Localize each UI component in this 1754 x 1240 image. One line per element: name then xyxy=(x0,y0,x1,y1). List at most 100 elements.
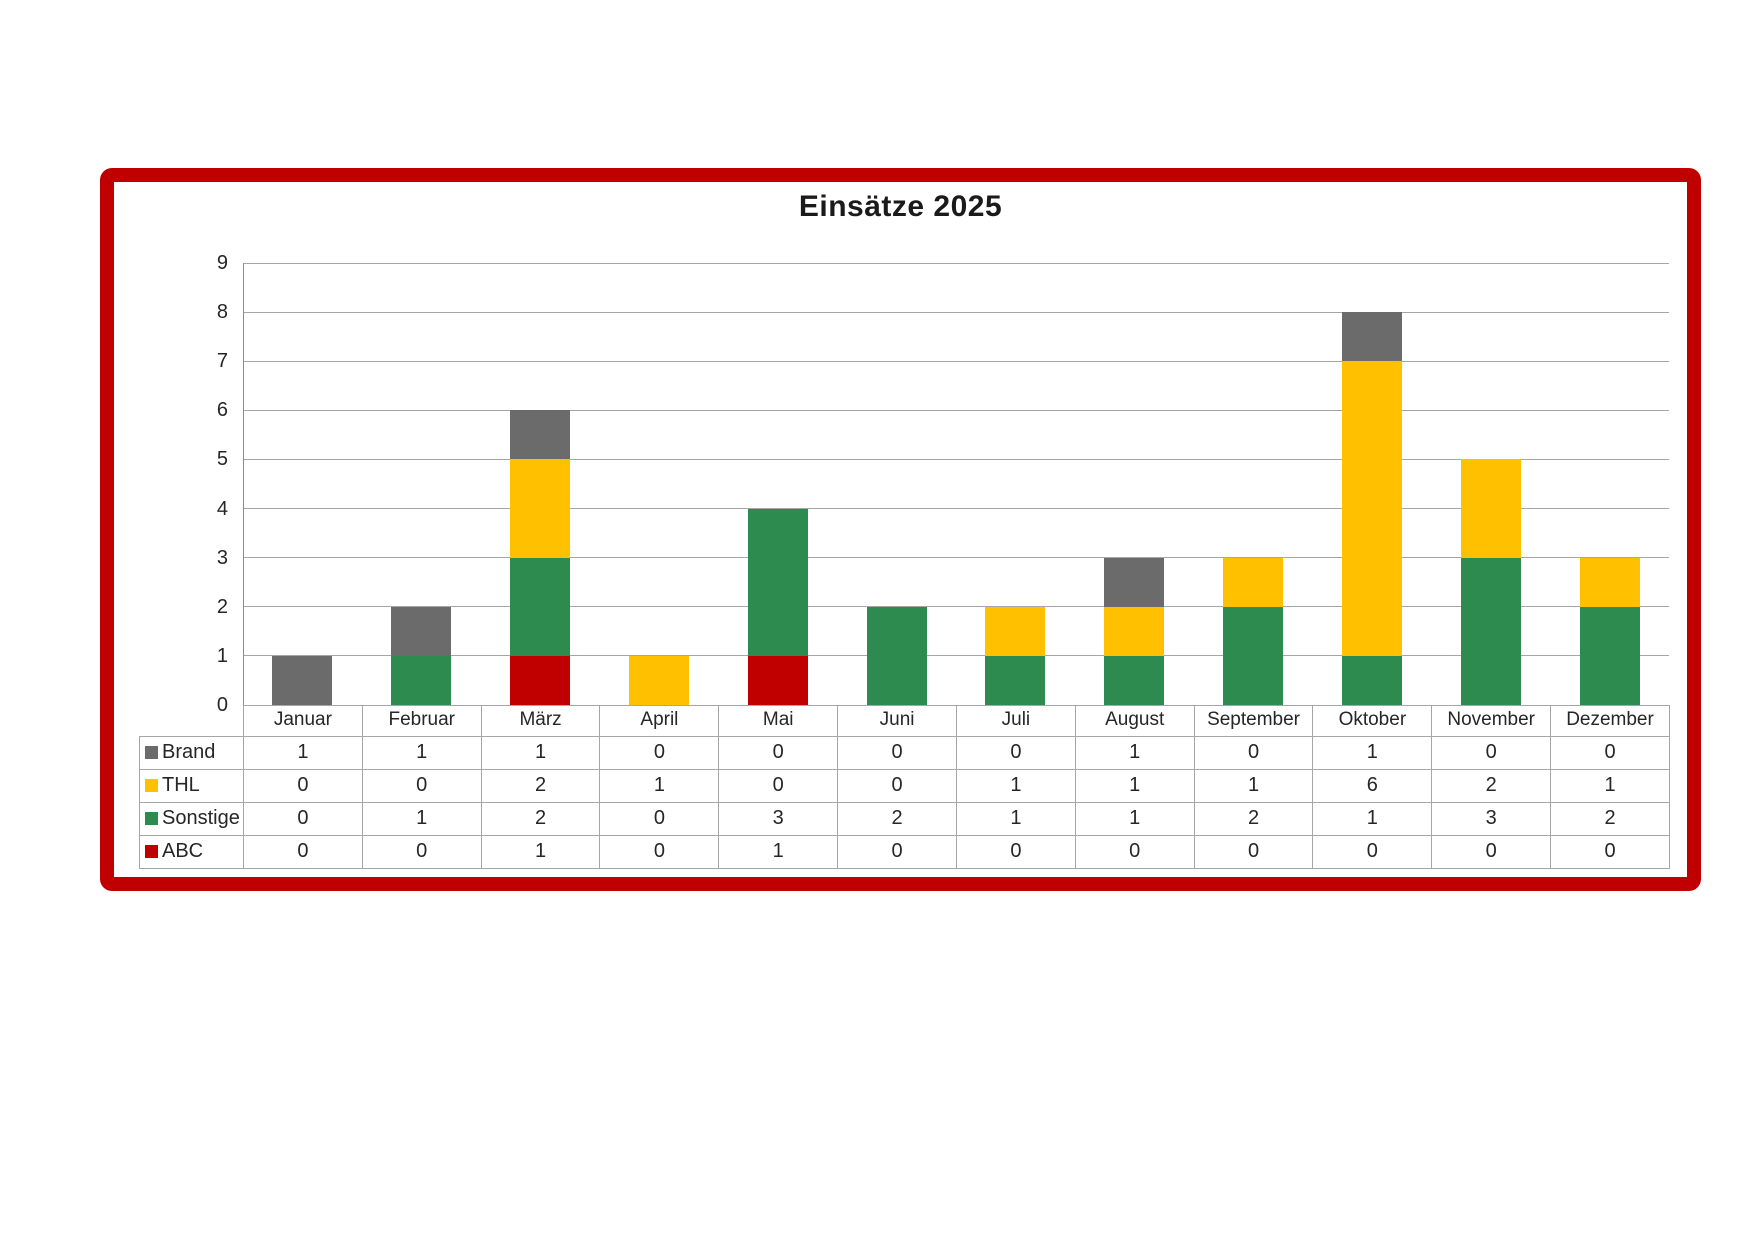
value-cell: 0 xyxy=(955,834,1076,869)
value-cell: 1 xyxy=(599,768,720,803)
month-label-cell: März xyxy=(480,705,601,737)
y-axis-line xyxy=(242,263,244,705)
value-cell: 0 xyxy=(1312,834,1433,869)
gridline xyxy=(243,655,1669,657)
month-header-row: Januar Februar März April Mai Juni Juli August S… xyxy=(140,705,1670,737)
bar-segment xyxy=(1579,557,1640,607)
value-cell: 1 xyxy=(361,801,482,836)
bar-segment xyxy=(391,655,452,705)
value-cell: 0 xyxy=(1193,735,1314,770)
value-cell: 0 xyxy=(1431,834,1552,869)
month-label-cell: Februar xyxy=(361,705,482,737)
value-cell: 1 xyxy=(1312,801,1433,836)
y-axis-tick-label: 3 xyxy=(216,546,228,569)
bar-segment xyxy=(985,655,1046,705)
bar-segment xyxy=(510,459,571,558)
legend-swatch xyxy=(145,746,158,759)
value-cell: 0 xyxy=(837,735,957,770)
bar-segment xyxy=(866,606,927,705)
y-axis-tick-label: 5 xyxy=(216,448,228,471)
bar-segment xyxy=(1341,312,1402,362)
value-cell: 1 xyxy=(480,834,601,869)
legend-cell: Brand xyxy=(139,735,244,770)
bar-segment xyxy=(747,655,808,705)
value-cell: 1 xyxy=(1550,768,1670,803)
value-cell: 2 xyxy=(1431,768,1552,803)
gridline xyxy=(243,458,1669,460)
bar-segment xyxy=(1223,557,1284,607)
legend-label: THL xyxy=(162,774,200,796)
value-cell: 6 xyxy=(1312,768,1433,803)
value-cell: 0 xyxy=(1193,834,1314,869)
legend-swatch xyxy=(145,812,158,825)
bar-segment xyxy=(1579,606,1640,705)
legend-cell: Sonstige xyxy=(139,801,244,836)
chart-panel: Einsätze 2025 0 1 2 3 4 5 6 7 8 9 Januar Februar Mär… xyxy=(100,168,1701,891)
value-cell: 1 xyxy=(243,735,363,770)
data-table: Januar Februar März April Mai Juni Juli August S… xyxy=(139,705,1670,869)
value-cell: 0 xyxy=(1074,834,1195,869)
month-label-cell: April xyxy=(599,705,720,737)
month-label-cell: Mai xyxy=(718,705,839,737)
gridline xyxy=(243,262,1669,264)
month-label-cell: Juni xyxy=(837,705,957,737)
y-axis-tick-label: 8 xyxy=(216,301,228,324)
gridline xyxy=(243,409,1669,411)
value-cell: 2 xyxy=(1193,801,1314,836)
value-cell: 0 xyxy=(1431,735,1552,770)
bar-segment xyxy=(1104,557,1165,607)
value-cell: 1 xyxy=(1312,735,1433,770)
series-row: THL 0 0 2 1 0 0 1 1 1 6 2 1 xyxy=(139,768,1670,803)
month-label-cell: Oktober xyxy=(1312,705,1433,737)
y-axis-tick-label: 1 xyxy=(216,644,228,667)
y-axis-tick-label: 7 xyxy=(216,350,228,373)
month-label-cell: Januar xyxy=(243,705,363,737)
gridline xyxy=(243,557,1669,559)
value-cell: 1 xyxy=(1074,801,1195,836)
value-cell: 2 xyxy=(480,801,601,836)
value-cell: 1 xyxy=(361,735,482,770)
value-cell: 0 xyxy=(361,768,482,803)
value-cell: 3 xyxy=(1431,801,1552,836)
bar-segment xyxy=(628,655,689,705)
value-cell: 1 xyxy=(1074,768,1195,803)
value-cell: 0 xyxy=(361,834,482,869)
gridline xyxy=(243,360,1669,362)
y-axis-tick-label: 6 xyxy=(216,399,228,422)
legend-label: Brand xyxy=(162,741,216,763)
value-cell: 0 xyxy=(1550,834,1670,869)
legend-swatch xyxy=(145,779,158,792)
legend-swatch xyxy=(145,845,158,858)
series-row: Brand 1 1 1 0 0 0 0 1 0 1 0 0 xyxy=(139,735,1670,770)
value-cell: 0 xyxy=(243,801,363,836)
month-label-cell: Juli xyxy=(955,705,1076,737)
value-cell: 0 xyxy=(243,768,363,803)
bar-segment xyxy=(985,606,1046,656)
legend-cell: THL xyxy=(139,768,244,803)
gridline xyxy=(243,606,1669,608)
gridline xyxy=(243,508,1669,510)
bar-segment xyxy=(272,655,333,705)
legend-label: Sonstige xyxy=(162,807,240,829)
value-cell: 1 xyxy=(1074,735,1195,770)
value-cell: 2 xyxy=(1550,801,1670,836)
bar-segment xyxy=(510,655,571,705)
bar-segment xyxy=(510,410,571,460)
y-axis-tick-label: 9 xyxy=(216,252,228,274)
value-cell: 0 xyxy=(599,801,720,836)
bar-segment xyxy=(1104,655,1165,705)
y-axis-tick-label: 2 xyxy=(216,595,228,618)
series-row: ABC 0 0 1 0 1 0 0 0 0 0 0 0 xyxy=(139,834,1670,869)
value-cell: 0 xyxy=(718,735,839,770)
value-cell: 1 xyxy=(480,735,601,770)
month-label-cell: September xyxy=(1193,705,1314,737)
value-cell: 0 xyxy=(718,768,839,803)
value-cell: 0 xyxy=(599,834,720,869)
bar-segment xyxy=(1223,606,1284,705)
chart-title: Einsätze 2025 xyxy=(798,190,1003,223)
bar-segment xyxy=(1341,655,1402,705)
series-row: Sonstige 0 1 2 0 3 2 1 1 2 1 3 2 xyxy=(139,801,1670,836)
value-cell: 1 xyxy=(1193,768,1314,803)
value-cell: 3 xyxy=(718,801,839,836)
month-label-cell: August xyxy=(1074,705,1195,737)
